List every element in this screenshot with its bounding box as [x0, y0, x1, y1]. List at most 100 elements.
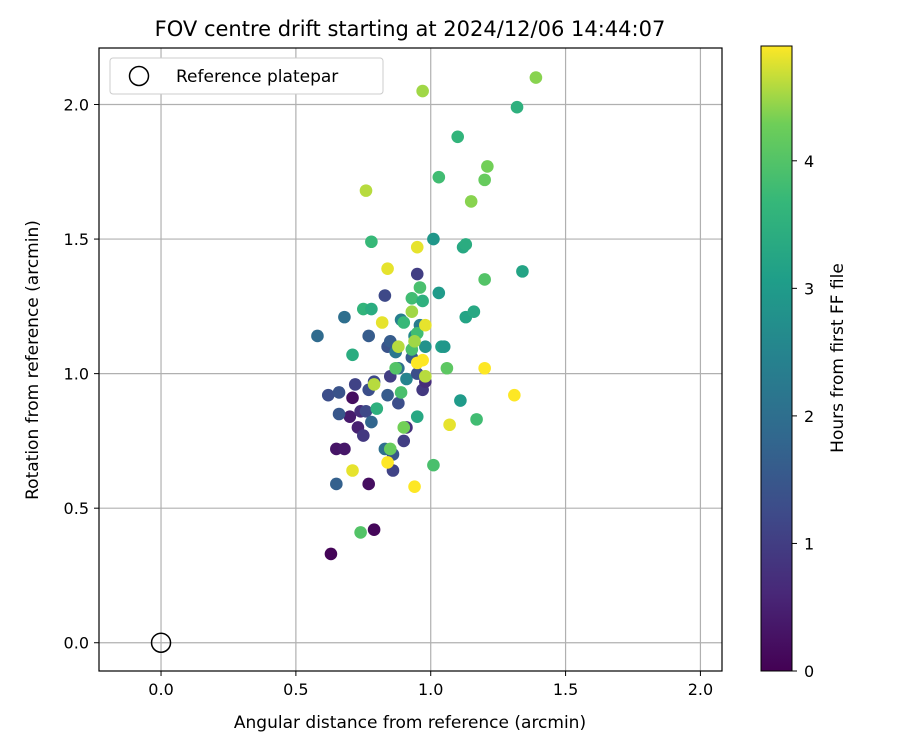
- data-point-101: [408, 480, 421, 493]
- data-point-1: [367, 523, 381, 537]
- data-point-81: [464, 195, 478, 208]
- data-point-80: [481, 160, 494, 173]
- colorbar-tick-label-3: 3: [804, 279, 814, 298]
- data-point-70: [389, 361, 402, 375]
- data-point-59: [346, 348, 359, 362]
- data-point-64: [405, 291, 419, 305]
- colorbar-label: Hours from first FF file: [828, 263, 848, 453]
- data-point-86: [405, 305, 419, 319]
- data-point-27: [381, 388, 394, 402]
- data-point-46: [432, 286, 446, 300]
- data-point-73: [427, 458, 440, 472]
- data-point-22: [378, 289, 392, 302]
- data-point-78: [397, 421, 411, 434]
- data-point-72: [432, 170, 446, 184]
- colorbar-tick-label-0: 0: [804, 662, 814, 681]
- data-point-76: [354, 526, 367, 539]
- reference-platepar-marker: [150, 632, 172, 653]
- colorbar: 0 1 2 3 4 Hours from first FF file: [760, 45, 848, 681]
- data-point-9: [357, 429, 370, 442]
- y-tick-label-3: 1.5: [64, 230, 89, 249]
- x-axis: 0.0 0.5 1.0 1.5 2.0: [148, 671, 713, 699]
- data-point-12: [332, 407, 346, 421]
- data-point-87: [392, 340, 405, 354]
- colorbar-ticks: 0 1 2 3 4: [792, 152, 814, 681]
- data-point-88: [408, 335, 421, 348]
- x-tick-label-2: 1.0: [418, 680, 443, 699]
- data-point-44: [419, 340, 432, 354]
- colorbar-tick-label-2: 2: [804, 407, 814, 426]
- data-point-83: [416, 84, 429, 98]
- data-point-66: [416, 294, 429, 308]
- legend-marker-icon: [128, 65, 150, 87]
- data-point-82: [529, 71, 543, 84]
- data-point-55: [510, 100, 524, 114]
- data-point-5: [346, 391, 359, 405]
- x-tick-label-0: 0.0: [148, 680, 173, 699]
- data-point-77: [383, 442, 397, 456]
- y-tick-label-1: 0.5: [64, 499, 89, 518]
- data-point-0: [324, 547, 338, 561]
- data-points: [311, 71, 543, 561]
- data-point-69: [394, 386, 408, 399]
- data-point-49: [454, 394, 467, 407]
- data-point-4: [338, 442, 351, 456]
- data-point-92: [410, 240, 424, 254]
- data-point-100: [381, 456, 394, 469]
- data-point-15: [332, 386, 346, 399]
- data-point-96: [443, 418, 456, 432]
- colorbar-gradient: [760, 45, 793, 672]
- data-point-58: [370, 402, 384, 415]
- data-point-90: [375, 316, 389, 329]
- data-point-98: [508, 388, 521, 402]
- x-tick-label-1: 0.5: [283, 680, 308, 699]
- data-point-75: [478, 273, 491, 286]
- data-point-65: [413, 281, 427, 294]
- grid-lines: [99, 48, 722, 671]
- y-tick-label-2: 1.0: [64, 365, 89, 384]
- legend: Reference platepar: [109, 57, 384, 95]
- data-point-91: [381, 262, 394, 275]
- data-point-99: [346, 464, 359, 477]
- data-point-79: [478, 173, 491, 187]
- y-axis: 0.0 0.5 1.0 1.5 2.0: [64, 96, 99, 653]
- data-point-53: [459, 238, 473, 251]
- colorbar-tick-label-4: 4: [804, 152, 814, 171]
- plot-area-frame: [98, 47, 723, 672]
- data-point-19: [311, 329, 324, 343]
- data-point-61: [365, 302, 378, 316]
- data-point-71: [470, 413, 483, 426]
- data-point-84: [359, 184, 373, 197]
- data-point-2: [362, 477, 375, 491]
- data-point-14: [321, 388, 335, 402]
- data-point-48: [437, 340, 451, 354]
- legend-entry-reference-platepar: Reference platepar: [176, 67, 338, 87]
- data-point-10: [348, 378, 362, 391]
- data-point-31: [397, 434, 411, 448]
- data-point-57: [410, 410, 424, 423]
- data-point-37: [400, 372, 413, 386]
- colorbar-tick-label-1: 1: [804, 534, 814, 553]
- data-point-93: [419, 318, 432, 332]
- x-tick-label-3: 1.5: [553, 680, 578, 699]
- data-point-95: [410, 356, 424, 370]
- x-axis-label: Angular distance from reference (arcmin): [234, 713, 586, 733]
- data-point-74: [440, 361, 454, 375]
- data-point-89: [419, 370, 432, 383]
- legend-box: [109, 57, 384, 95]
- x-tick-label-4: 2.0: [688, 680, 713, 699]
- data-point-11: [359, 405, 373, 418]
- data-point-6: [343, 410, 357, 423]
- data-point-97: [478, 361, 491, 375]
- chart-title: FOV centre drift starting at 2024/12/06 …: [155, 17, 666, 41]
- y-axis-label: Rotation from reference (arcmin): [23, 220, 43, 500]
- y-tick-label-0: 0.0: [64, 634, 89, 653]
- y-tick-label-4: 2.0: [64, 96, 89, 115]
- data-point-54: [516, 265, 529, 278]
- data-point-20: [338, 310, 351, 324]
- data-point-45: [427, 232, 440, 246]
- data-point-30: [392, 396, 405, 410]
- data-point-51: [467, 305, 481, 319]
- data-point-63: [397, 316, 411, 329]
